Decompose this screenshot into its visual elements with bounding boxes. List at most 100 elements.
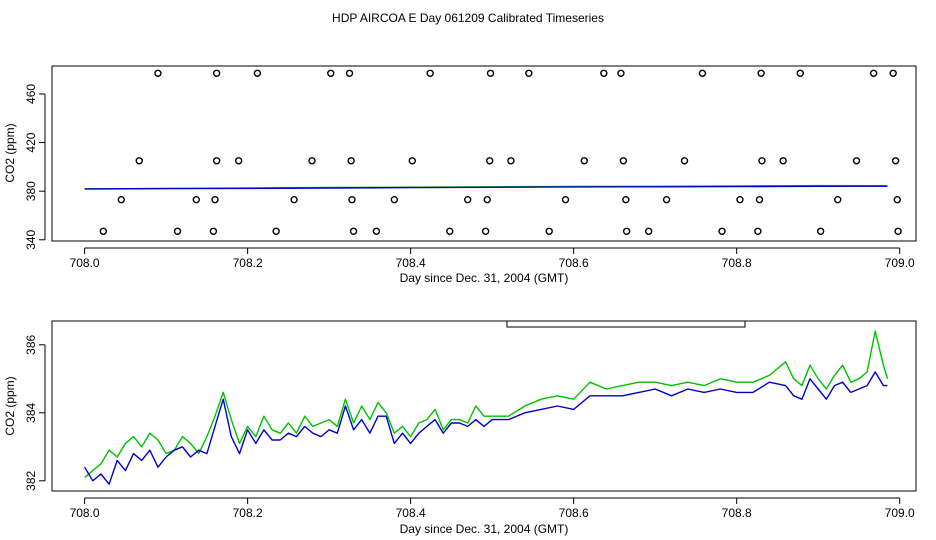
top-chart-data-point [192, 195, 200, 204]
top-chart-x-label: Day since Dec. 31, 2004 (GMT) [400, 271, 569, 285]
bottom-chart-x-tick-label: 708.4 [396, 506, 426, 520]
bottom-chart-x-tick-label: 709.0 [885, 506, 915, 520]
top-chart-y-tick-label: 380 [24, 181, 38, 201]
top-chart-data-point [580, 157, 588, 165]
top-chart-data-point [483, 195, 491, 204]
top-chart-data-point [463, 195, 472, 204]
top-chart-series [84, 184, 888, 190]
top-chart-data-point [893, 195, 901, 204]
top-chart-data-point [234, 157, 243, 165]
bottom-chart-legend-box [506, 320, 746, 328]
top-chart-y-tick-label: 420 [24, 132, 38, 152]
bottom-chart-series-blue-line [84, 371, 888, 485]
top-chart-data-point [617, 69, 625, 77]
top-chart-data-point [834, 195, 842, 204]
top-chart-data-point [212, 157, 221, 165]
top-chart-data-point [525, 69, 533, 77]
top-chart-data-point [718, 227, 726, 235]
top-chart-data-point [816, 227, 825, 235]
top-chart-data-point [481, 227, 490, 235]
bottom-chart-x-tick-label: 708.8 [722, 506, 752, 520]
top-chart-data-point [507, 157, 515, 165]
top-chart-data-point [680, 157, 689, 165]
top-chart-data-point [561, 195, 570, 204]
top-chart-data-point [736, 195, 744, 204]
top-chart-data-point [869, 69, 878, 77]
top-chart-data-point [117, 195, 125, 204]
top-chart-x-axis: 708.0 708.2 708.4 708.6 708.8 709.0 [70, 247, 915, 270]
top-chart-data-point [486, 157, 494, 165]
top-chart-panel: 708.0 708.2 708.4 708.6 708.8 709.0 340 380 420… [3, 65, 917, 285]
top-chart-data-point [894, 227, 902, 235]
top-chart-series-blue-line [84, 185, 888, 190]
top-chart-data-point [796, 69, 804, 77]
top-chart-data-point [253, 69, 262, 77]
top-chart-data-point [622, 195, 630, 204]
top-chart-data-point [349, 227, 358, 235]
bottom-chart-x-label: Day since Dec. 31, 2004 (GMT) [400, 522, 569, 536]
top-chart-data-point [644, 227, 653, 235]
bottom-chart-y-tick-label: 382 [24, 470, 38, 490]
top-chart-data-point [347, 157, 355, 165]
top-chart-data-point [327, 69, 335, 77]
top-chart-data-point [754, 227, 762, 235]
top-chart-data-point [408, 157, 416, 165]
top-chart-data-point [345, 69, 354, 77]
top-chart-y-axis: 340 380 420 460 [24, 84, 46, 250]
top-chart-data-point [211, 195, 219, 204]
bottom-chart-panel: 708.0 708.2 708.4 708.6 708.8 709.0 382 384 386… [3, 320, 917, 536]
top-chart-data-point [99, 227, 108, 235]
top-chart-x-tick-label: 708.2 [233, 256, 263, 270]
bottom-chart-series [84, 330, 889, 485]
top-chart-data-point [889, 69, 897, 77]
top-chart-data-point [545, 227, 553, 235]
top-chart-data-point [779, 157, 787, 165]
top-chart-data-point [622, 227, 631, 235]
top-chart-data-point [272, 227, 280, 235]
top-chart-data-point [348, 195, 356, 204]
top-chart-data-point [758, 157, 766, 165]
bottom-chart-y-tick-label: 384 [24, 402, 38, 422]
top-chart-data-point [662, 195, 671, 204]
top-chart-data-point [135, 157, 143, 165]
top-chart-data-point [600, 69, 608, 77]
top-chart-data-point [486, 69, 495, 77]
bottom-chart-x-axis: 708.0 708.2 708.4 708.6 708.8 709.0 [70, 497, 915, 520]
bottom-chart-y-axis: 382 384 386 [24, 334, 46, 491]
top-chart-x-tick-label: 709.0 [885, 256, 915, 270]
top-chart-data-point [290, 195, 298, 204]
bottom-chart-y-tick-label: 386 [24, 334, 38, 354]
top-chart-data-point [212, 69, 221, 77]
top-chart-data-point [154, 69, 162, 77]
top-chart-x-tick-label: 708.6 [559, 256, 589, 270]
top-chart-x-tick-label: 708.4 [396, 256, 426, 270]
bottom-chart-frame [51, 320, 917, 492]
top-chart-data-point [852, 157, 861, 165]
bottom-chart-x-tick-label: 708.0 [70, 506, 100, 520]
top-chart-y-tick-label: 460 [24, 84, 38, 104]
top-chart-data-point [390, 195, 399, 204]
top-chart-data-point [891, 157, 900, 165]
bottom-chart-x-tick-label: 708.2 [233, 506, 263, 520]
top-chart-data-point [698, 69, 707, 77]
top-chart-data-point [173, 227, 182, 235]
top-chart-data-point [372, 227, 381, 235]
top-chart-data-point [757, 69, 765, 77]
bottom-chart-y-label: CO2 (ppm) [3, 376, 17, 435]
top-chart-x-tick-label: 708.8 [722, 256, 752, 270]
top-chart-data-point [308, 157, 316, 165]
bottom-chart-x-tick-label: 708.6 [559, 506, 589, 520]
top-chart-data-point [426, 69, 434, 77]
top-chart-frame [51, 65, 917, 242]
top-chart-y-label: CO2 (ppm) [3, 123, 17, 182]
top-chart-data-point [446, 227, 454, 235]
top-chart-points [99, 69, 902, 235]
top-chart-x-tick-label: 708.0 [70, 256, 100, 270]
top-chart-y-tick-label: 340 [24, 229, 38, 249]
top-chart-data-point [755, 195, 764, 204]
top-chart-data-point [619, 157, 628, 165]
bottom-chart-series-green-line [84, 330, 889, 478]
figure-title: HDP AIRCOA E Day 061209 Calibrated Times… [332, 11, 604, 25]
top-chart-data-point [209, 227, 218, 235]
